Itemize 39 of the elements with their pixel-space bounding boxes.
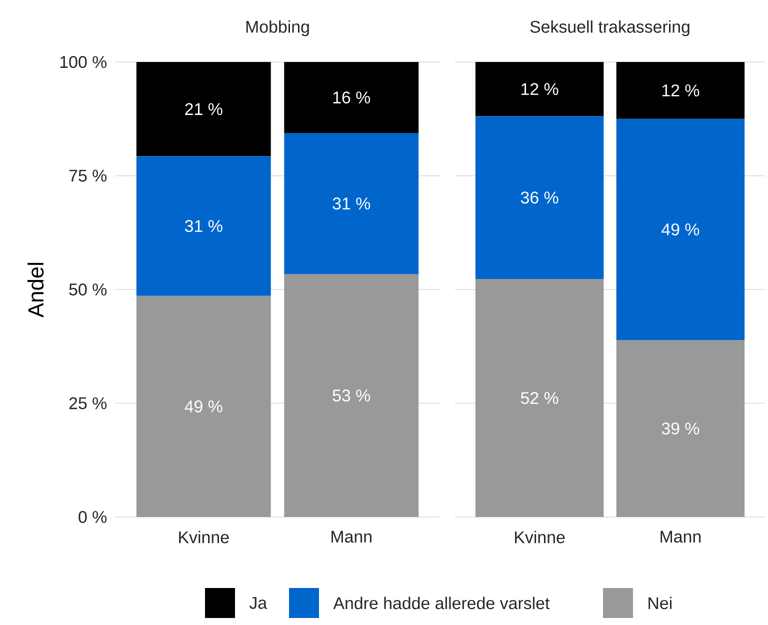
legend-label: Andre hadde allerede varslet [333, 596, 550, 610]
x-tick-label: Mann [332, 530, 372, 543]
bar [136, 62, 271, 156]
y-tick-label: 100 % [60, 56, 107, 68]
legend-label: Nei [648, 596, 672, 610]
data-label: 16 % [333, 91, 370, 104]
legend-label: Ja [249, 597, 268, 609]
data-label: 49 % [184, 400, 222, 412]
bar [136, 296, 271, 517]
chart-title: Seksuell trakassering [530, 20, 690, 36]
bar [284, 132, 419, 274]
bar [284, 62, 419, 133]
y-tick-label: 50 % [69, 284, 107, 296]
bar [616, 118, 745, 340]
bar [475, 62, 604, 116]
bar [475, 116, 604, 280]
y-tick-label: 25 % [69, 397, 107, 410]
bar [136, 156, 271, 296]
bar [616, 340, 745, 517]
data-label: 39 % [662, 422, 700, 435]
bar [284, 274, 419, 517]
data-label: 12 % [522, 83, 558, 96]
data-label: 52 % [520, 392, 558, 404]
x-tick-label: Kvinne [179, 530, 229, 544]
chart-title: Mobbing [246, 20, 309, 36]
x-tick-label: Kvinne [515, 530, 565, 544]
data-label: 53 % [332, 390, 370, 402]
data-label: 31 % [332, 198, 370, 210]
y-tick-label: 0 % [78, 511, 107, 523]
data-label: 12 % [662, 84, 700, 96]
data-label: 21 % [185, 103, 222, 116]
data-label: 49 % [662, 223, 700, 236]
x-tick-label: Mann [660, 530, 701, 543]
data-label: 36 % [520, 192, 558, 204]
data-label: 31 % [184, 220, 222, 232]
y-axis-title: Andel [28, 262, 44, 318]
bar [475, 279, 604, 517]
bar [616, 62, 745, 119]
y-tick-label: 75 % [69, 170, 107, 182]
